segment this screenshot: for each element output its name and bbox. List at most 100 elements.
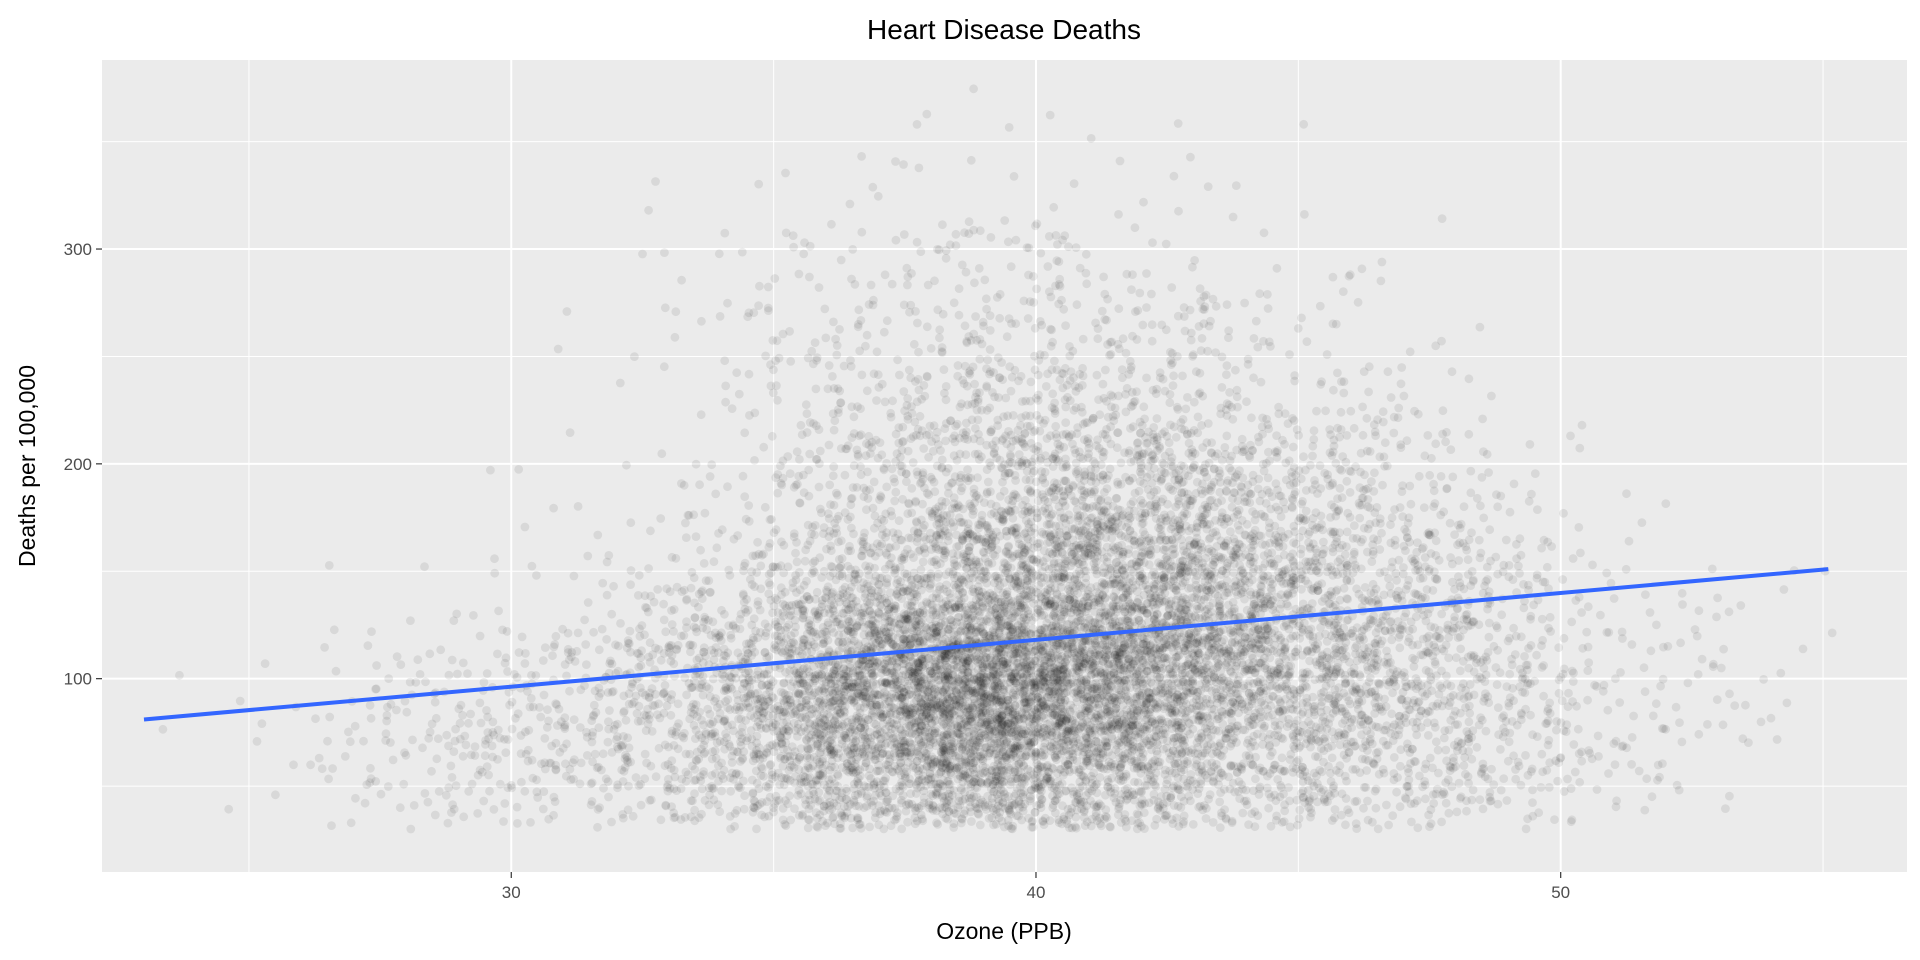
scatter-point <box>944 672 953 682</box>
scatter-point <box>997 743 1007 753</box>
scatter-point <box>959 704 969 714</box>
scatter-point <box>967 817 976 826</box>
scatter-point <box>1002 621 1012 631</box>
scatter-point <box>958 690 968 699</box>
scatter-point <box>1181 661 1191 671</box>
scatter-point <box>982 571 992 581</box>
scatter-point <box>860 637 870 647</box>
scatter-point <box>990 734 999 743</box>
scatter-point <box>1116 776 1126 786</box>
scatter-point <box>662 584 672 594</box>
scatter-point <box>583 551 593 561</box>
scatter-point <box>740 604 750 614</box>
scatter-point <box>1150 611 1159 621</box>
scatter-point <box>1174 785 1183 794</box>
scatter-point <box>888 656 897 666</box>
scatter-point <box>933 691 943 701</box>
scatter-point <box>1078 743 1087 753</box>
scatter-point <box>961 647 971 656</box>
scatter-point <box>831 786 841 796</box>
scatter-point <box>864 628 874 638</box>
scatter-point <box>982 602 992 612</box>
scatter-point <box>975 738 985 747</box>
scatter-point <box>1094 758 1104 768</box>
scatter-point <box>772 726 782 736</box>
scatter-point <box>700 508 710 518</box>
scatter-point <box>905 634 915 644</box>
scatter-point <box>1041 704 1051 713</box>
scatter-point <box>609 581 618 591</box>
scatter-point <box>813 629 823 639</box>
scatter-point <box>973 677 982 686</box>
scatter-point <box>800 556 810 566</box>
scatter-point <box>989 591 998 601</box>
scatter-point <box>520 522 530 532</box>
scatter-point <box>708 747 717 757</box>
scatter-point <box>1137 752 1146 762</box>
scatter-point <box>941 745 951 755</box>
scatter-point <box>862 737 872 747</box>
scatter-point <box>993 794 1003 804</box>
scatter-point <box>892 589 902 599</box>
scatter-point <box>771 617 780 627</box>
scatter-point <box>760 502 770 512</box>
scatter-point <box>1008 821 1018 831</box>
scatter-point <box>967 623 977 633</box>
scatter-point <box>752 694 762 704</box>
scatter-point <box>1234 626 1243 636</box>
scatter-point <box>941 683 951 693</box>
scatter-point <box>809 789 819 799</box>
scatter-point <box>963 684 972 694</box>
scatter-point <box>957 814 966 823</box>
scatter-point <box>994 796 1004 806</box>
scatter-point <box>945 710 954 719</box>
scatter-point <box>870 719 879 729</box>
scatter-point <box>680 673 690 683</box>
scatter-point <box>645 638 655 648</box>
scatter-point <box>690 764 700 774</box>
scatter-point <box>963 608 973 618</box>
scatter-point <box>981 653 991 662</box>
scatter-point <box>626 566 636 575</box>
scatter-point <box>1052 712 1062 722</box>
scatter-point <box>841 784 851 793</box>
scatter-point <box>700 612 709 622</box>
scatter-point <box>974 742 983 751</box>
scatter-point <box>919 786 929 796</box>
scatter-point <box>922 573 932 583</box>
scatter-point <box>1086 796 1095 805</box>
scatter-point <box>1068 755 1078 765</box>
scatter-point <box>899 700 908 710</box>
scatter-point <box>749 614 759 623</box>
scatter-point <box>908 708 918 718</box>
scatter-point <box>814 788 824 797</box>
scatter-point <box>983 717 992 727</box>
scatter-point <box>1092 682 1102 691</box>
scatter-point <box>913 663 923 673</box>
scatter-point <box>897 824 907 834</box>
scatter-point <box>1120 642 1129 652</box>
scatter-point <box>790 747 800 757</box>
scatter-point <box>1273 731 1283 741</box>
scatter-point <box>1160 815 1169 824</box>
scatter-point <box>1116 695 1126 704</box>
scatter-point <box>1034 761 1043 771</box>
scatter-point <box>805 678 814 688</box>
scatter-point <box>806 736 816 746</box>
scatter-point <box>1049 686 1059 696</box>
scatter-point <box>667 552 677 562</box>
scatter-point <box>458 658 468 668</box>
scatter-point <box>778 804 788 813</box>
scatter-point <box>908 623 917 633</box>
scatter-point <box>1114 654 1123 664</box>
scatter-point <box>810 688 819 698</box>
scatter-point <box>864 662 873 672</box>
scatter-point <box>866 548 876 558</box>
scatter-point <box>1147 597 1157 607</box>
scatter-point <box>892 812 902 821</box>
scatter-point <box>582 660 591 669</box>
scatter-point <box>1341 820 1350 830</box>
scatter-point <box>887 689 897 699</box>
scatter-point <box>764 578 774 588</box>
